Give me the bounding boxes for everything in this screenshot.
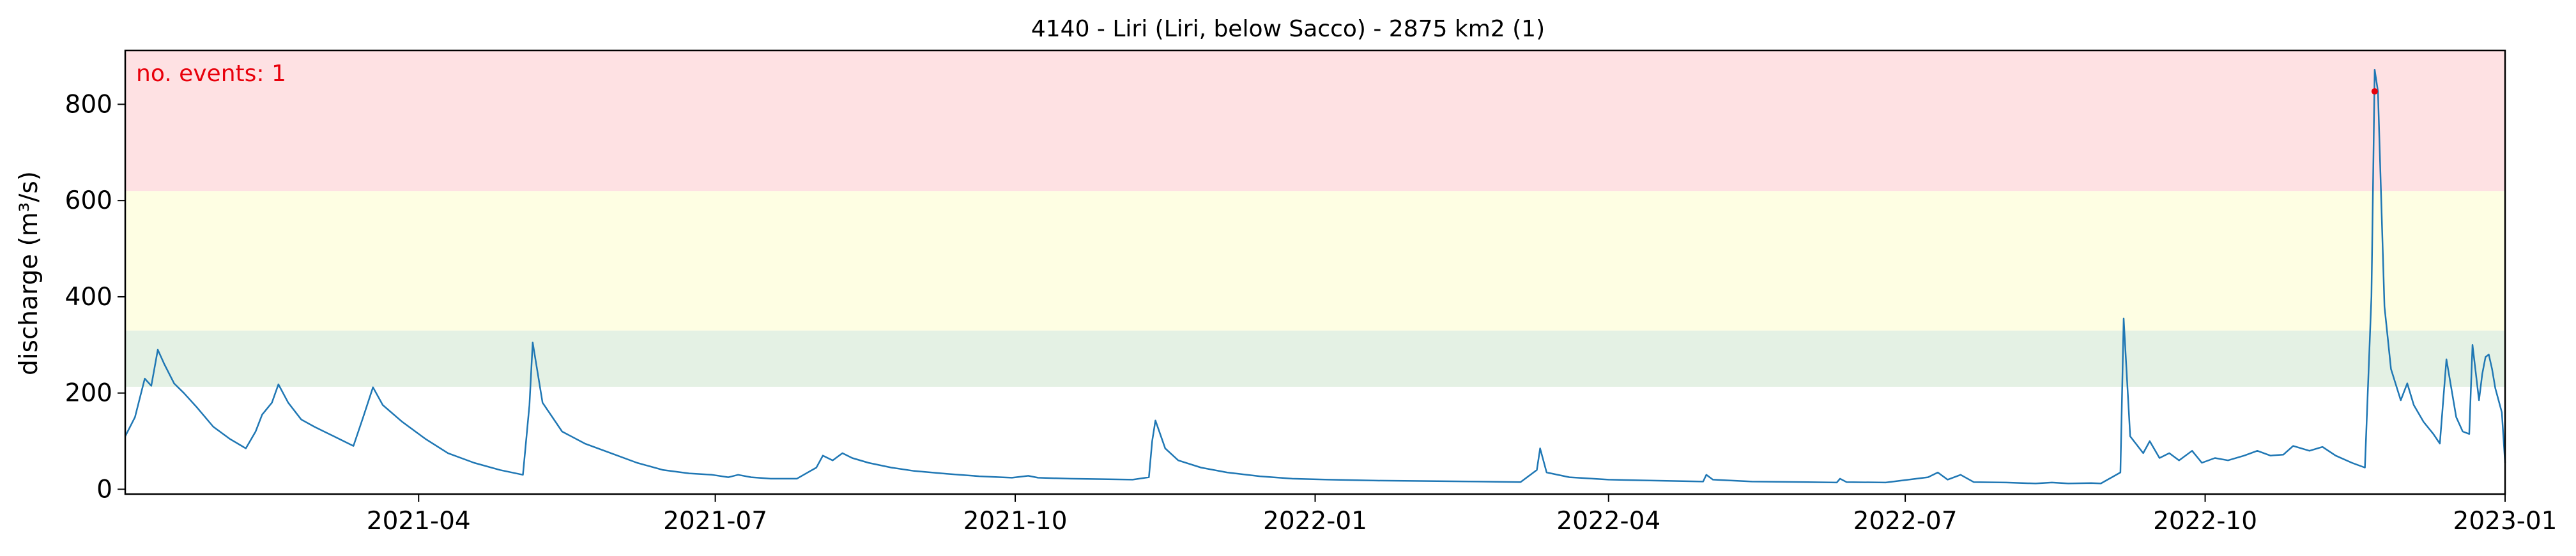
event-marker: [2371, 88, 2378, 95]
y-tick-label: 0: [96, 475, 112, 504]
y-tick-label: 600: [65, 186, 112, 215]
discharge-series-line: [124, 68, 2506, 485]
events-layer: [2371, 88, 2378, 95]
y-tick-label: 400: [65, 283, 112, 312]
threshold-band-1: [125, 330, 2505, 387]
x-tick-label: 2021-04: [367, 507, 471, 536]
threshold-band-2: [125, 191, 2505, 331]
y-tick-label: 200: [65, 379, 112, 408]
x-tick-label: 2023-01: [2453, 507, 2557, 536]
x-axis: 2021-04 2021-07 2021-10 2022-01 2022-04 2022-…: [367, 494, 2557, 536]
y-axis: 0 200 400 600 800: [65, 90, 125, 504]
series-layer: [124, 68, 2506, 485]
x-tick-label: 2022-10: [2153, 507, 2257, 536]
x-tick-label: 2022-04: [1556, 507, 1660, 536]
x-tick-label: 2021-07: [663, 507, 767, 536]
chart-title: 4140 - Liri (Liri, below Sacco) - 2875 k…: [1031, 16, 1545, 42]
x-tick-label: 2022-01: [1263, 507, 1367, 536]
y-tick-label: 800: [65, 90, 112, 119]
x-tick-label: 2022-07: [1853, 507, 1958, 536]
y-axis-label: discharge (m³/s): [15, 171, 43, 375]
plot-area: [124, 49, 2506, 495]
threshold-band-3: [125, 50, 2505, 192]
x-tick-label: 2021-10: [963, 507, 1068, 536]
threshold-bands: [125, 50, 2505, 387]
events-count-annotation: no. events: 1: [136, 61, 286, 87]
